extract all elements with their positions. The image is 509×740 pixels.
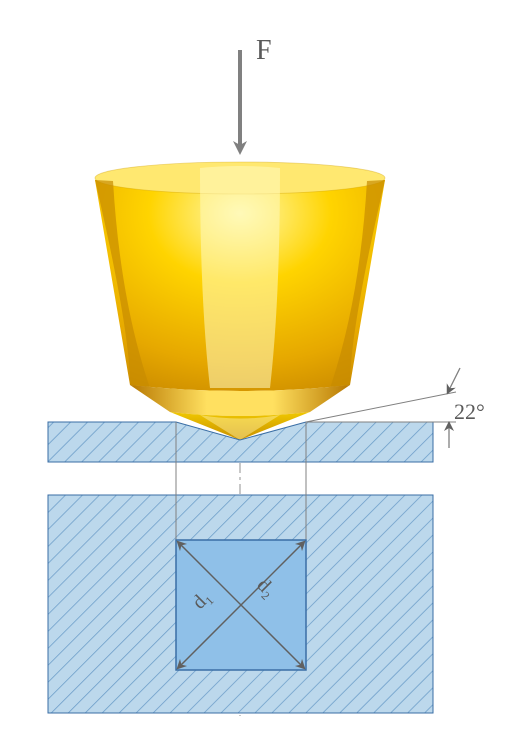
diagram-canvas: d₁ d₂ xyxy=(0,0,509,740)
force-label: F xyxy=(256,35,272,67)
angle-label: 22° xyxy=(454,399,485,425)
indenter xyxy=(95,162,385,440)
indent-top-view: d₁ d₂ xyxy=(176,540,306,670)
